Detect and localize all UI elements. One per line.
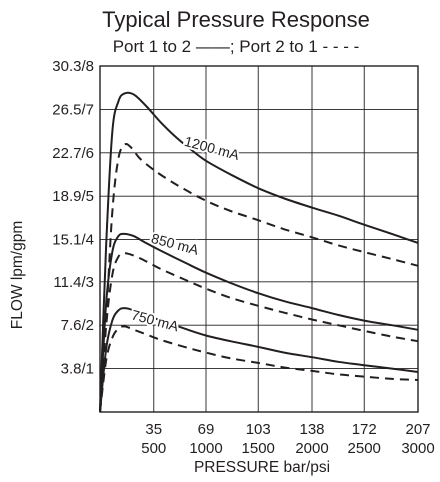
curve-label: 1200 mA (183, 133, 242, 163)
x-tick-label-bar: 35 (145, 421, 162, 438)
series-line-850ma-solid (99, 232, 419, 413)
gridlines (100, 65, 419, 412)
y-tick-label: 22.7/6 (52, 145, 94, 162)
x-tick-label-psi: 1500 (242, 440, 275, 457)
y-tick-label: 11.4/3 (53, 274, 94, 291)
series-line-1200ma-dashed (99, 143, 419, 413)
x-tick-label-psi: 2000 (295, 440, 328, 457)
series-lines (99, 91, 419, 413)
y-tick-label: 15.1/4 (52, 232, 94, 249)
x-tick-label-psi: 3000 (401, 440, 434, 457)
plot-frame (99, 65, 419, 413)
y-tick-label: 18.9/5 (52, 188, 94, 205)
series-line-750ma-solid (99, 307, 419, 413)
x-axis-label: PRESSURE bar/psi (194, 459, 330, 476)
series-line-750ma-dashed (99, 325, 419, 413)
y-tick-label: 3.8/1 (61, 361, 94, 378)
y-axis-label: FLOW lpm/gpm (9, 221, 26, 330)
y-tick-label: 26.5/7 (52, 101, 94, 118)
chart-title: Typical Pressure Response (102, 7, 370, 32)
x-tick-labels: 35 500 69 1000 103 1500 138 2000 172 2500 207 3000 (141, 421, 434, 457)
x-tick-label-bar: 103 (246, 421, 271, 438)
x-tick-label-bar: 172 (352, 421, 377, 438)
x-tick-label-bar: 138 (299, 421, 324, 438)
x-tick-label-bar: 207 (405, 421, 430, 438)
x-tick-label-psi: 1000 (189, 440, 222, 457)
x-tick-label-bar: 69 (198, 421, 215, 438)
series-line-1200ma-solid (99, 91, 419, 413)
chart-subtitle: Port 1 to 2 ——; Port 2 to 1 - - - - (113, 37, 360, 56)
x-tick-label-psi: 500 (141, 440, 166, 457)
y-tick-labels: 3.8/1 7.6/2 11.4/3 15.1/4 18.9/5 22.7/6 26.5/7… (52, 58, 94, 378)
curve-label: 850 mA (150, 230, 201, 258)
series-line-850ma-dashed (99, 252, 419, 413)
x-tick-label-psi: 2500 (348, 440, 381, 457)
y-tick-label: 30.3/8 (52, 58, 94, 75)
y-tick-label: 7.6/2 (61, 317, 94, 334)
